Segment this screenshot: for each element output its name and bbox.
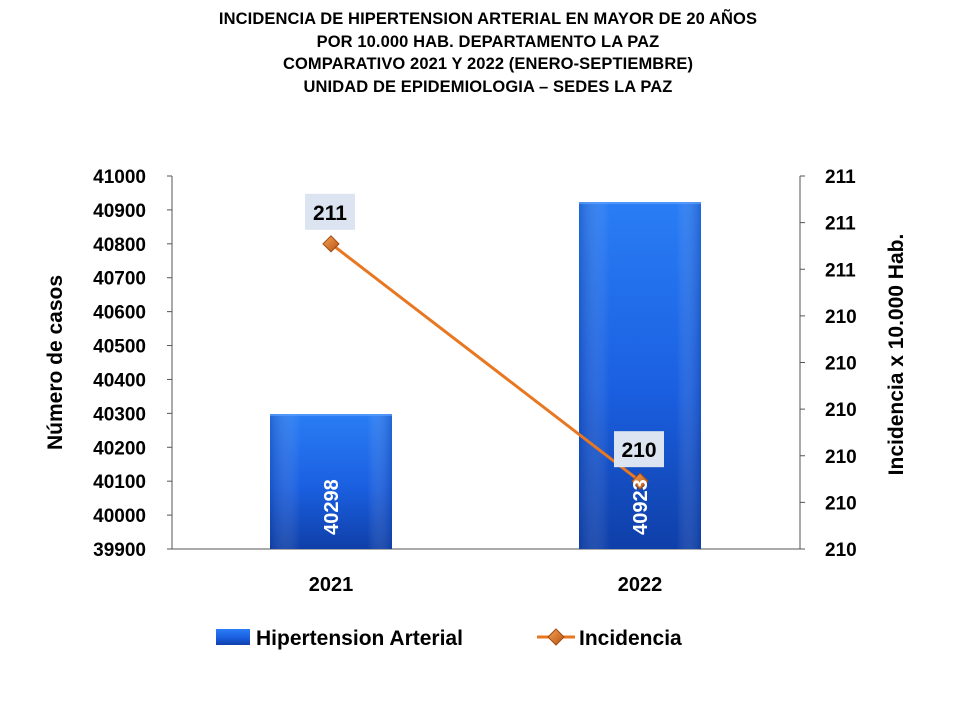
axes-layer: 39900 40000 40100 40200 40300 40400 40500 40600… xyxy=(44,167,908,596)
left-tick-label: 39900 xyxy=(93,540,146,561)
right-tick-label: 211 xyxy=(825,167,856,188)
x-tick-label: 2021 xyxy=(309,574,354,596)
right-tick-label: 211 xyxy=(825,214,856,235)
title-line-1: INCIDENCIA DE HIPERTENSION ARTERIAL EN M… xyxy=(218,10,758,28)
line-data-label: 211 xyxy=(313,202,347,225)
right-tick-label: 210 xyxy=(825,447,857,468)
y-axis-title: Número de casos xyxy=(44,275,67,450)
incidencia-line xyxy=(330,242,641,483)
left-tick-label: 40700 xyxy=(93,269,146,290)
legend-swatch-marker xyxy=(547,628,565,646)
incidencia-point xyxy=(631,472,649,490)
bar-shade xyxy=(270,414,392,549)
line-layer xyxy=(322,235,649,490)
right-tick-label: 211 xyxy=(825,260,856,281)
labels-layer: 40298 40923 211 210 xyxy=(305,193,664,535)
legend-label-line: Incidencia xyxy=(579,627,682,650)
left-tick-label: 40000 xyxy=(93,506,146,527)
bars-layer xyxy=(270,202,701,550)
title-line-4: UNIDAD DE EPIDEMIOLOGIA – SEDES LA PAZ xyxy=(303,77,673,96)
legend: Hipertension Arterial Incidencia xyxy=(216,627,682,650)
right-tick-label: 210 xyxy=(825,540,857,561)
bar-shade xyxy=(579,202,701,550)
incidencia-point xyxy=(322,235,340,253)
line-data-label: 210 xyxy=(621,439,656,462)
left-tick-label: 40400 xyxy=(93,370,146,391)
right-tick-label: 210 xyxy=(825,400,857,421)
left-tick-label: 40100 xyxy=(93,472,146,493)
left-tick-label: 40600 xyxy=(93,303,146,324)
bar-data-label: 40298 xyxy=(321,479,343,535)
line-data-label-box xyxy=(305,193,355,230)
right-tick-label: 210 xyxy=(825,493,857,514)
legend-swatch-bars xyxy=(216,629,250,645)
chart-title: INCIDENCIA DE HIPERTENSION ARTERIAL EN M… xyxy=(0,8,960,98)
bar-top-edge xyxy=(579,202,701,205)
left-tick-label: 40300 xyxy=(93,404,146,425)
line-data-label-box xyxy=(614,431,664,468)
title-line-2: POR 10.000 HAB. DEPARTAMENTO LA PAZ xyxy=(316,32,660,51)
left-tick-label: 40900 xyxy=(93,201,146,222)
left-tick-label: 40800 xyxy=(93,235,146,256)
right-tick-label: 210 xyxy=(825,354,857,375)
left-tick-label: 40500 xyxy=(93,337,146,358)
bar-data-label: 40923 xyxy=(630,479,652,535)
legend-label-bars: Hipertension Arterial xyxy=(256,627,463,650)
bar-top-edge xyxy=(270,414,392,417)
left-tick-label: 41000 xyxy=(93,167,146,188)
left-tick-label: 40200 xyxy=(93,438,146,459)
title-line-3: COMPARATIVO 2021 Y 2022 (ENERO-SEPTIEMBR… xyxy=(282,55,694,73)
x-tick-label: 2022 xyxy=(618,574,663,596)
right-tick-label: 210 xyxy=(825,307,857,328)
y2-axis-title: Incidencia x 10.000 Hab. xyxy=(885,234,908,476)
